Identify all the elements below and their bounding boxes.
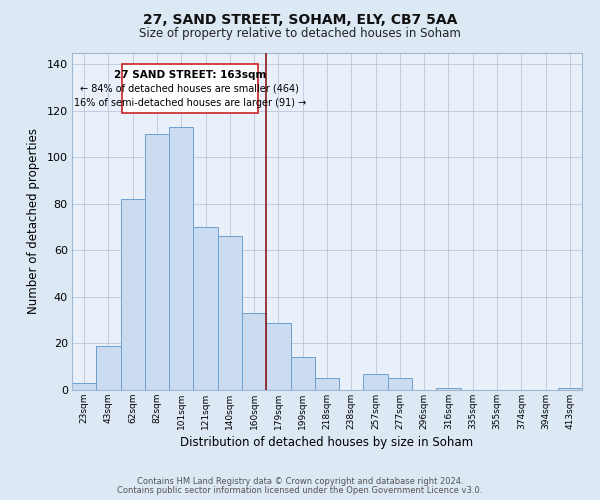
Bar	[169, 127, 193, 390]
Bar	[193, 227, 218, 390]
X-axis label: Distribution of detached houses by size in Soham: Distribution of detached houses by size …	[181, 436, 473, 449]
Text: Contains public sector information licensed under the Open Government Licence v3: Contains public sector information licen…	[118, 486, 482, 495]
Text: Size of property relative to detached houses in Soham: Size of property relative to detached ho…	[139, 28, 461, 40]
Bar	[242, 313, 266, 390]
Bar	[315, 378, 339, 390]
Text: ← 84% of detached houses are smaller (464): ← 84% of detached houses are smaller (46…	[80, 84, 299, 94]
Bar	[121, 199, 145, 390]
Bar	[72, 383, 96, 390]
FancyBboxPatch shape	[122, 64, 258, 113]
Text: 27 SAND STREET: 163sqm: 27 SAND STREET: 163sqm	[113, 70, 266, 80]
Bar	[218, 236, 242, 390]
Bar	[436, 388, 461, 390]
Text: 16% of semi-detached houses are larger (91) →: 16% of semi-detached houses are larger (…	[74, 98, 306, 108]
Bar	[558, 388, 582, 390]
Bar	[266, 322, 290, 390]
Text: 27, SAND STREET, SOHAM, ELY, CB7 5AA: 27, SAND STREET, SOHAM, ELY, CB7 5AA	[143, 12, 457, 26]
Bar	[96, 346, 121, 390]
Text: Contains HM Land Registry data © Crown copyright and database right 2024.: Contains HM Land Registry data © Crown c…	[137, 477, 463, 486]
Y-axis label: Number of detached properties: Number of detached properties	[27, 128, 40, 314]
Bar	[290, 358, 315, 390]
Bar	[388, 378, 412, 390]
Bar	[364, 374, 388, 390]
Bar	[145, 134, 169, 390]
